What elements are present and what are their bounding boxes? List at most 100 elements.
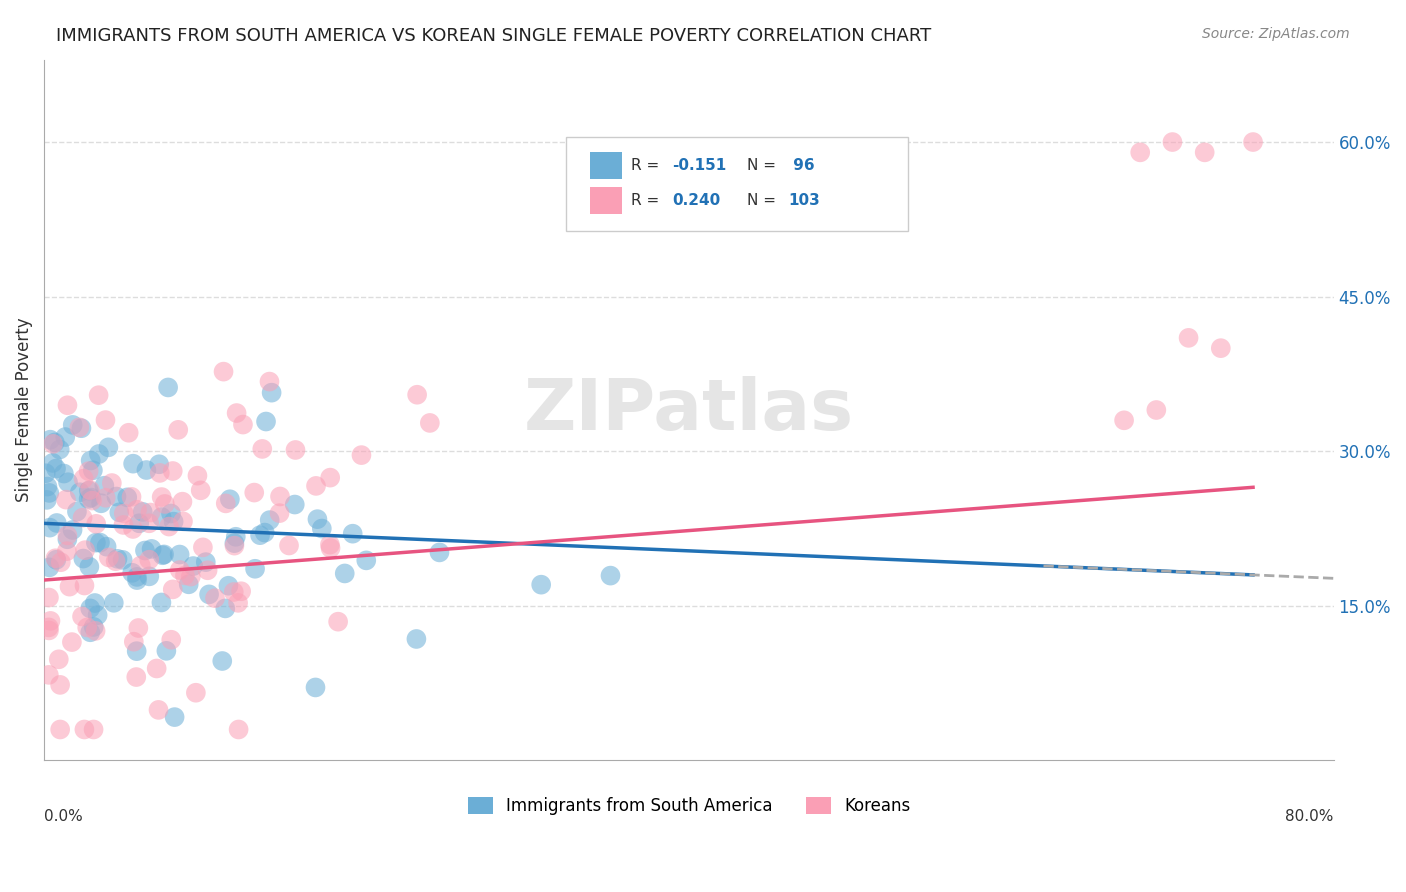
Point — [83, 723, 105, 737]
Point — [38, 486, 60, 500]
Point — [115, 491, 138, 505]
Point — [284, 498, 307, 512]
Point — [77, 491, 100, 506]
Point — [125, 644, 148, 658]
Point — [226, 596, 249, 610]
Point — [94, 413, 117, 427]
Point — [107, 551, 129, 566]
Point — [252, 442, 274, 456]
Point — [269, 490, 291, 504]
Point — [1144, 403, 1167, 417]
Point — [260, 385, 283, 400]
Point — [70, 421, 93, 435]
Point — [108, 505, 131, 519]
Point — [141, 541, 163, 556]
Point — [259, 375, 281, 389]
Point — [38, 668, 60, 682]
Point — [406, 388, 429, 402]
Point — [104, 554, 127, 568]
Point — [222, 585, 245, 599]
Point — [429, 545, 451, 559]
Point — [172, 514, 194, 528]
Point — [79, 559, 101, 574]
Point — [45, 553, 67, 567]
Point — [342, 526, 364, 541]
Point — [138, 516, 160, 531]
Point — [181, 559, 204, 574]
Point — [152, 548, 174, 562]
Point — [80, 491, 103, 505]
Point — [530, 577, 553, 591]
Point — [148, 703, 170, 717]
Point — [118, 425, 141, 440]
Point — [1194, 145, 1216, 160]
Point — [79, 483, 101, 497]
Point — [162, 464, 184, 478]
Point — [304, 681, 326, 695]
Point — [72, 551, 94, 566]
Point — [84, 624, 107, 638]
Point — [66, 505, 89, 519]
Point — [53, 430, 76, 444]
Point — [79, 625, 101, 640]
Point — [167, 423, 190, 437]
Point — [419, 416, 441, 430]
Point — [49, 723, 72, 737]
Point — [75, 543, 97, 558]
Point — [253, 525, 276, 540]
Point — [259, 513, 281, 527]
Point — [284, 442, 307, 457]
Point — [41, 456, 63, 470]
Point — [243, 485, 266, 500]
Point — [135, 463, 157, 477]
Point — [174, 568, 197, 582]
Point — [150, 490, 173, 504]
Point — [121, 566, 143, 580]
Point — [56, 544, 79, 558]
Point — [70, 609, 93, 624]
Y-axis label: Single Female Poverty: Single Female Poverty — [15, 318, 32, 502]
Point — [112, 518, 135, 533]
Text: R =: R = — [631, 193, 664, 208]
Point — [76, 620, 98, 634]
Point — [191, 541, 214, 555]
Point — [214, 601, 236, 615]
Point — [599, 568, 621, 582]
Point — [150, 510, 173, 524]
Point — [163, 710, 186, 724]
Point — [125, 570, 148, 584]
Point — [356, 553, 378, 567]
Point — [60, 635, 83, 649]
Point — [157, 519, 180, 533]
Point — [225, 530, 247, 544]
Point — [49, 555, 72, 569]
Point — [122, 634, 145, 648]
Point — [134, 543, 156, 558]
Point — [79, 601, 101, 615]
Point — [103, 596, 125, 610]
Point — [224, 539, 246, 553]
Point — [160, 507, 183, 521]
Point — [148, 457, 170, 471]
Point — [1209, 341, 1232, 355]
Point — [83, 596, 105, 610]
Point — [204, 591, 226, 606]
Point — [44, 435, 66, 450]
Point — [319, 538, 342, 552]
Point — [38, 560, 60, 574]
Point — [169, 563, 191, 577]
Point — [232, 417, 254, 432]
Point — [45, 461, 67, 475]
Legend: Immigrants from South America, Koreans: Immigrants from South America, Koreans — [461, 790, 917, 822]
Point — [311, 522, 333, 536]
Point — [58, 580, 80, 594]
Point — [231, 584, 253, 599]
Point — [72, 472, 94, 486]
Point — [97, 550, 120, 565]
Point — [153, 548, 176, 562]
Point — [55, 492, 77, 507]
Text: Source: ZipAtlas.com: Source: ZipAtlas.com — [1202, 27, 1350, 41]
Point — [125, 573, 148, 587]
Point — [405, 632, 427, 646]
Point — [111, 553, 134, 567]
